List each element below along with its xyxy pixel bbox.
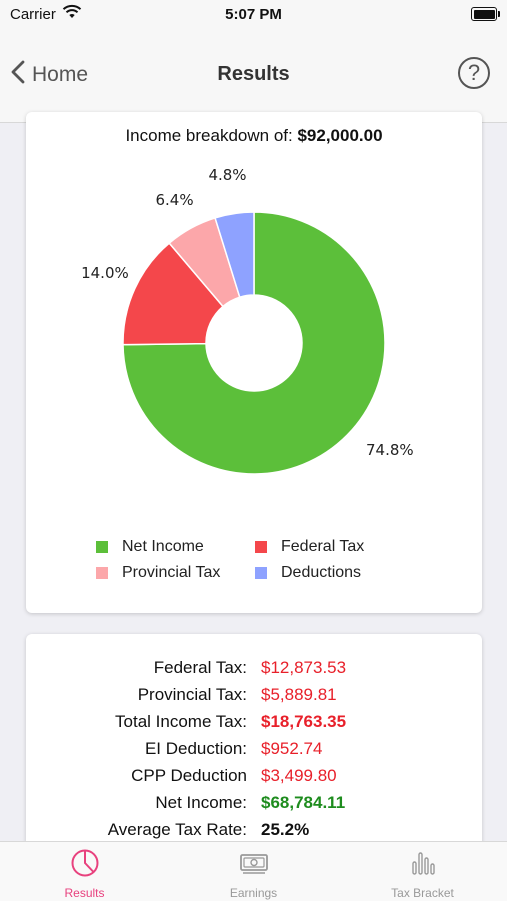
tab-earnings-label: Earnings bbox=[229, 886, 278, 900]
slice-label-federal-tax: 14.0% bbox=[81, 264, 129, 283]
breakdown-prefix: Income breakdown of: bbox=[125, 126, 293, 145]
tab-results[interactable]: Results bbox=[0, 842, 169, 901]
summary-label: Federal Tax: bbox=[153, 658, 247, 677]
summary-value: 25.2% bbox=[261, 820, 310, 839]
bar-chart-icon bbox=[408, 848, 438, 878]
navigation-bar: Home Results ? bbox=[0, 30, 507, 123]
breakdown-amount: $92,000.00 bbox=[297, 126, 383, 145]
summary-label: Total Income Tax: bbox=[115, 712, 247, 731]
status-time: 5:07 PM bbox=[225, 6, 282, 23]
summary-value: $952.74 bbox=[261, 739, 323, 758]
legend-swatch bbox=[255, 541, 267, 553]
summary-label: Net Income: bbox=[155, 793, 247, 812]
summary-row: Federal Tax: $12,873.53 bbox=[26, 658, 482, 685]
tab-tax-bracket-label: Tax Bracket bbox=[391, 886, 454, 900]
legend-swatch bbox=[96, 567, 108, 579]
legend-label: Deductions bbox=[281, 564, 362, 581]
slice-label-deductions: 4.8% bbox=[208, 165, 247, 184]
summary-row: Total Income Tax: $18,763.35 bbox=[26, 712, 482, 739]
banknote-icon bbox=[239, 848, 269, 878]
summary-row: EI Deduction: $952.74 bbox=[26, 739, 482, 766]
status-bar: Carrier 5:07 PM bbox=[0, 0, 507, 30]
summary-value: $18,763.35 bbox=[261, 712, 347, 731]
summary-label: EI Deduction: bbox=[144, 739, 247, 758]
legend-swatch bbox=[255, 567, 267, 579]
wifi-icon bbox=[62, 4, 82, 24]
summary-value: $3,499.80 bbox=[261, 766, 337, 785]
legend-item-deductions: Deductions bbox=[255, 564, 361, 582]
carrier-label: Carrier bbox=[10, 6, 56, 23]
battery-icon bbox=[471, 7, 500, 21]
summary-value: $5,889.81 bbox=[261, 685, 337, 704]
back-button[interactable]: Home bbox=[10, 60, 88, 89]
slice-label-provincial-tax: 6.4% bbox=[155, 191, 194, 210]
back-label: Home bbox=[32, 62, 89, 86]
page-title: Results bbox=[217, 63, 290, 85]
summary-row: Net Income: $68,784.11 bbox=[26, 793, 482, 820]
summary-label: Average Tax Rate: bbox=[107, 820, 247, 839]
legend-label: Net Income bbox=[122, 538, 204, 555]
legend-label: Provincial Tax bbox=[122, 564, 221, 581]
tab-results-label: Results bbox=[64, 886, 105, 900]
slice-label-net-income: 74.8% bbox=[366, 441, 414, 459]
summary-label: CPP Deduction bbox=[131, 766, 247, 785]
chevron-left-icon bbox=[10, 60, 26, 89]
summary-row: Provincial Tax: $5,889.81 bbox=[26, 685, 482, 712]
summary-row: CPP Deduction $3,499.80 bbox=[26, 766, 482, 793]
income-donut-chart bbox=[122, 211, 386, 475]
legend-item-net-income: Net Income bbox=[96, 538, 204, 556]
tab-bar: Results Earnings Tax Bracket bbox=[0, 841, 507, 901]
legend-item-provincial-tax: Provincial Tax bbox=[96, 564, 220, 582]
help-button[interactable]: ? bbox=[458, 57, 490, 89]
tab-earnings[interactable]: Earnings bbox=[169, 842, 338, 901]
legend-swatch bbox=[96, 541, 108, 553]
question-mark-icon: ? bbox=[467, 60, 481, 85]
donut-slice-net-income bbox=[122, 211, 386, 475]
chart-card: Income breakdown of: $92,000.00 74.8% 14.… bbox=[26, 112, 482, 613]
summary-value: $68,784.11 bbox=[261, 793, 346, 812]
summary-row: Average Tax Rate: 25.2% bbox=[26, 820, 482, 847]
legend-label: Federal Tax bbox=[281, 538, 365, 555]
summary-value: $12,873.53 bbox=[261, 658, 347, 677]
summary-label: Provincial Tax: bbox=[137, 685, 247, 704]
legend-item-federal-tax: Federal Tax bbox=[255, 538, 364, 556]
donut-slice-federal-tax bbox=[122, 242, 224, 346]
income-breakdown-title: Income breakdown of: $92,000.00 bbox=[26, 126, 482, 146]
tab-tax-bracket[interactable]: Tax Bracket bbox=[338, 842, 507, 901]
pie-chart-icon bbox=[70, 848, 100, 878]
donut-slice-deductions bbox=[214, 211, 255, 299]
